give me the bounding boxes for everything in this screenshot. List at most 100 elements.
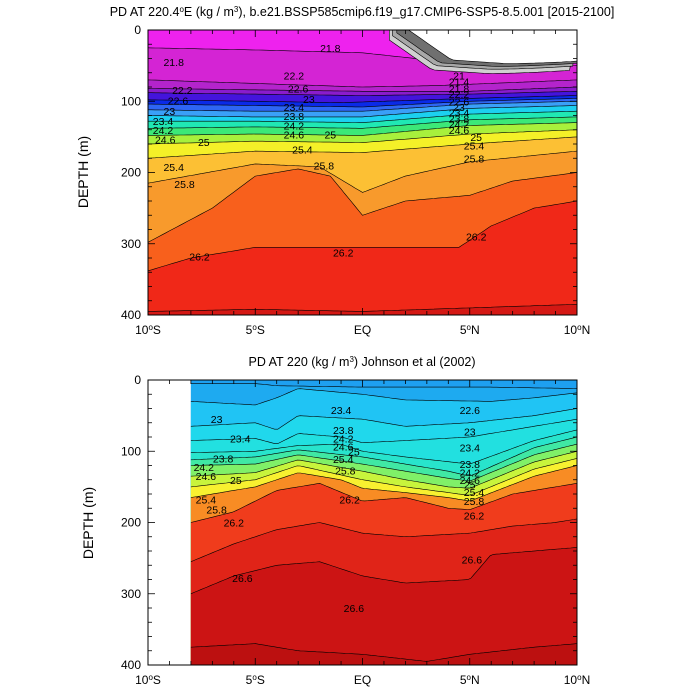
top-y-tick-label: 0 <box>134 23 141 37</box>
top-contour-label: 23.4 <box>153 116 174 128</box>
bottom-contour-label: 25.8 <box>464 496 485 508</box>
top-x-tick-label: 10oN <box>564 323 590 338</box>
top-contour-line-25 <box>148 122 577 136</box>
top-y-tick-label: 400 <box>121 308 141 322</box>
top-contour-label: 24.2 <box>449 119 470 131</box>
top-contour-line-21-2 <box>148 79 577 88</box>
top-contour-label: 22.2 <box>449 89 470 101</box>
bottom-y-tick-label: 100 <box>121 444 141 458</box>
bottom-contour-label: 25 <box>464 480 476 492</box>
bottom-contour-label: 25 <box>348 446 360 458</box>
bottom-contour-line-26-2 <box>190 482 577 523</box>
bottom-contour-line-23-4 <box>190 418 577 444</box>
top-contour-label: 23 <box>453 102 465 114</box>
bottom-contour-line-26-8 <box>190 643 577 662</box>
bottom-y-tick-label: 200 <box>121 516 141 530</box>
bottom-contour-label: 26.2 <box>339 495 360 507</box>
top-contour-label: 21.8 <box>320 43 341 55</box>
bottom-contour-label: 24.6 <box>196 471 217 483</box>
top-contour-line-26-4 <box>148 200 577 272</box>
top-x-tick-label: 5oN <box>460 323 480 338</box>
bottom-panel-title: PD AT 220 (kg / m3) Johnson et al (2002) <box>248 355 475 370</box>
bottom-y-tick-label: 300 <box>121 587 141 601</box>
bottom-x-tick-label: EQ <box>354 673 371 687</box>
top-contour-label: 25 <box>198 137 210 149</box>
top-contour-fill <box>148 30 577 315</box>
bottom-contour-line-22-6 <box>190 388 577 406</box>
top-contour-line-26 <box>148 150 577 193</box>
bottom-contour-label: 23 <box>211 414 223 426</box>
top-contour-label: 25.8 <box>314 160 335 172</box>
bottom-contour-line-24-6 <box>190 443 577 482</box>
bottom-contour-label: 23.4 <box>331 405 352 417</box>
bottom-x-tick-label: 10oN <box>564 673 590 688</box>
top-contour-line-25-4 <box>148 129 577 145</box>
top-contour-label: 22.2 <box>172 85 193 97</box>
top-y-tick-label: 100 <box>121 94 141 108</box>
top-x-tick-label: 10oS <box>135 323 161 338</box>
top-contour-label: 23.4 <box>284 102 305 114</box>
top-y-tick-label: 200 <box>121 166 141 180</box>
top-contour-label: 25 <box>470 132 482 144</box>
bottom-contour-label: 26.2 <box>464 510 485 522</box>
bottom-contour-label: 23.8 <box>333 425 354 437</box>
top-contour-line-23 <box>148 98 577 108</box>
bottom-contour-label: 26.6 <box>232 573 253 585</box>
bottom-contour-line-25-8 <box>190 465 577 502</box>
bottom-contour-label: 26.6 <box>462 555 483 567</box>
bottom-contour-label: 25.4 <box>196 495 217 507</box>
top-contour-label: 22.6 <box>288 83 309 95</box>
top-contour-label: 21.4 <box>449 76 470 88</box>
bottom-contour-line-26-6 <box>190 547 577 595</box>
bottom-contour-label: 22.6 <box>460 405 481 417</box>
top-contour-label: 25.4 <box>163 162 184 174</box>
top-contour-line-24-6 <box>148 116 577 129</box>
top-band-26-4 <box>148 201 577 315</box>
bottom-panel: PD AT 220 (kg / m3) Johnson et al (2002)… <box>80 355 590 688</box>
top-contour-label: 26.2 <box>466 232 487 244</box>
top-contour-label: 25.8 <box>174 179 195 191</box>
top-contour-label: 24.6 <box>284 130 305 142</box>
top-contour-label: 25.8 <box>464 153 485 165</box>
top-contour-label: 25.4 <box>292 145 313 157</box>
top-contour-label: 22.6 <box>168 96 189 108</box>
top-contour-line-23-4 <box>148 101 577 112</box>
bottom-contour-label: 25.8 <box>206 505 227 517</box>
top-contour-label: 23 <box>303 94 315 106</box>
bottom-contour-line-23 <box>190 408 577 430</box>
bottom-contour-label: 23.8 <box>213 453 234 465</box>
top-contour-label: 26.2 <box>189 252 210 264</box>
top-contour-label: 25 <box>324 130 336 142</box>
bottom-contour-line-25 <box>190 451 577 489</box>
bottom-contour-line-25-4 <box>190 458 577 496</box>
bottom-contour-label: 23.4 <box>230 433 251 445</box>
top-contour-label: 23.8 <box>449 113 470 125</box>
bottom-contour-line-23-8 <box>190 429 577 465</box>
top-x-tick-label: EQ <box>354 323 371 337</box>
bottom-contour-label: 23 <box>464 426 476 438</box>
top-x-tick-label: 5oS <box>246 323 265 338</box>
bottom-contour-label: 23.8 <box>460 459 481 471</box>
bottom-contour-label: 23.4 <box>460 443 481 455</box>
top-contour-line-21-8 <box>148 86 577 92</box>
top-contour-label: 21.8 <box>449 83 470 95</box>
bottom-x-tick-label: 5oN <box>460 673 480 688</box>
bottom-contour-label: 25.8 <box>335 466 356 478</box>
top-contour-label: 24.6 <box>155 135 176 147</box>
bottom-band-26-8 <box>190 643 577 665</box>
top-contour-label: 24.2 <box>284 121 305 133</box>
bottom-contour-label: 24.6 <box>460 475 481 487</box>
top-contour-label: 21 <box>453 71 465 83</box>
top-mask-no-data <box>408 30 577 64</box>
top-contour-label: 23.8 <box>284 111 305 123</box>
bottom-x-tick-label: 10oS <box>135 673 161 688</box>
bottom-contour-label: 25 <box>230 475 242 487</box>
bottom-contour-label: 24.2 <box>460 468 481 480</box>
bottom-contour-label: 26.2 <box>224 518 245 530</box>
bottom-band-26-6 <box>190 547 577 665</box>
top-contour-label: 22.6 <box>449 96 470 108</box>
bottom-y-axis-title: DEPTH (m) <box>80 487 96 559</box>
